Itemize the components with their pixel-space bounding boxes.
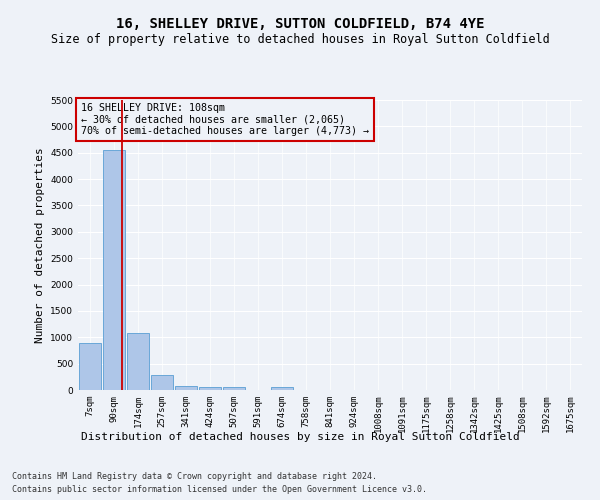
Text: Contains HM Land Registry data © Crown copyright and database right 2024.: Contains HM Land Registry data © Crown c…	[12, 472, 377, 481]
Text: Size of property relative to detached houses in Royal Sutton Coldfield: Size of property relative to detached ho…	[50, 32, 550, 46]
Bar	[223, 387, 245, 390]
Bar	[127, 334, 149, 390]
Bar	[271, 386, 293, 390]
Text: Distribution of detached houses by size in Royal Sutton Coldfield: Distribution of detached houses by size …	[80, 432, 520, 442]
Text: 16 SHELLEY DRIVE: 108sqm
← 30% of detached houses are smaller (2,065)
70% of sem: 16 SHELLEY DRIVE: 108sqm ← 30% of detach…	[80, 103, 368, 136]
Text: Contains public sector information licensed under the Open Government Licence v3: Contains public sector information licen…	[12, 485, 427, 494]
Bar	[151, 375, 173, 390]
Y-axis label: Number of detached properties: Number of detached properties	[35, 147, 44, 343]
Text: 16, SHELLEY DRIVE, SUTTON COLDFIELD, B74 4YE: 16, SHELLEY DRIVE, SUTTON COLDFIELD, B74…	[116, 18, 484, 32]
Bar	[175, 386, 197, 390]
Bar	[199, 386, 221, 390]
Bar	[103, 150, 125, 390]
Bar	[79, 342, 101, 390]
